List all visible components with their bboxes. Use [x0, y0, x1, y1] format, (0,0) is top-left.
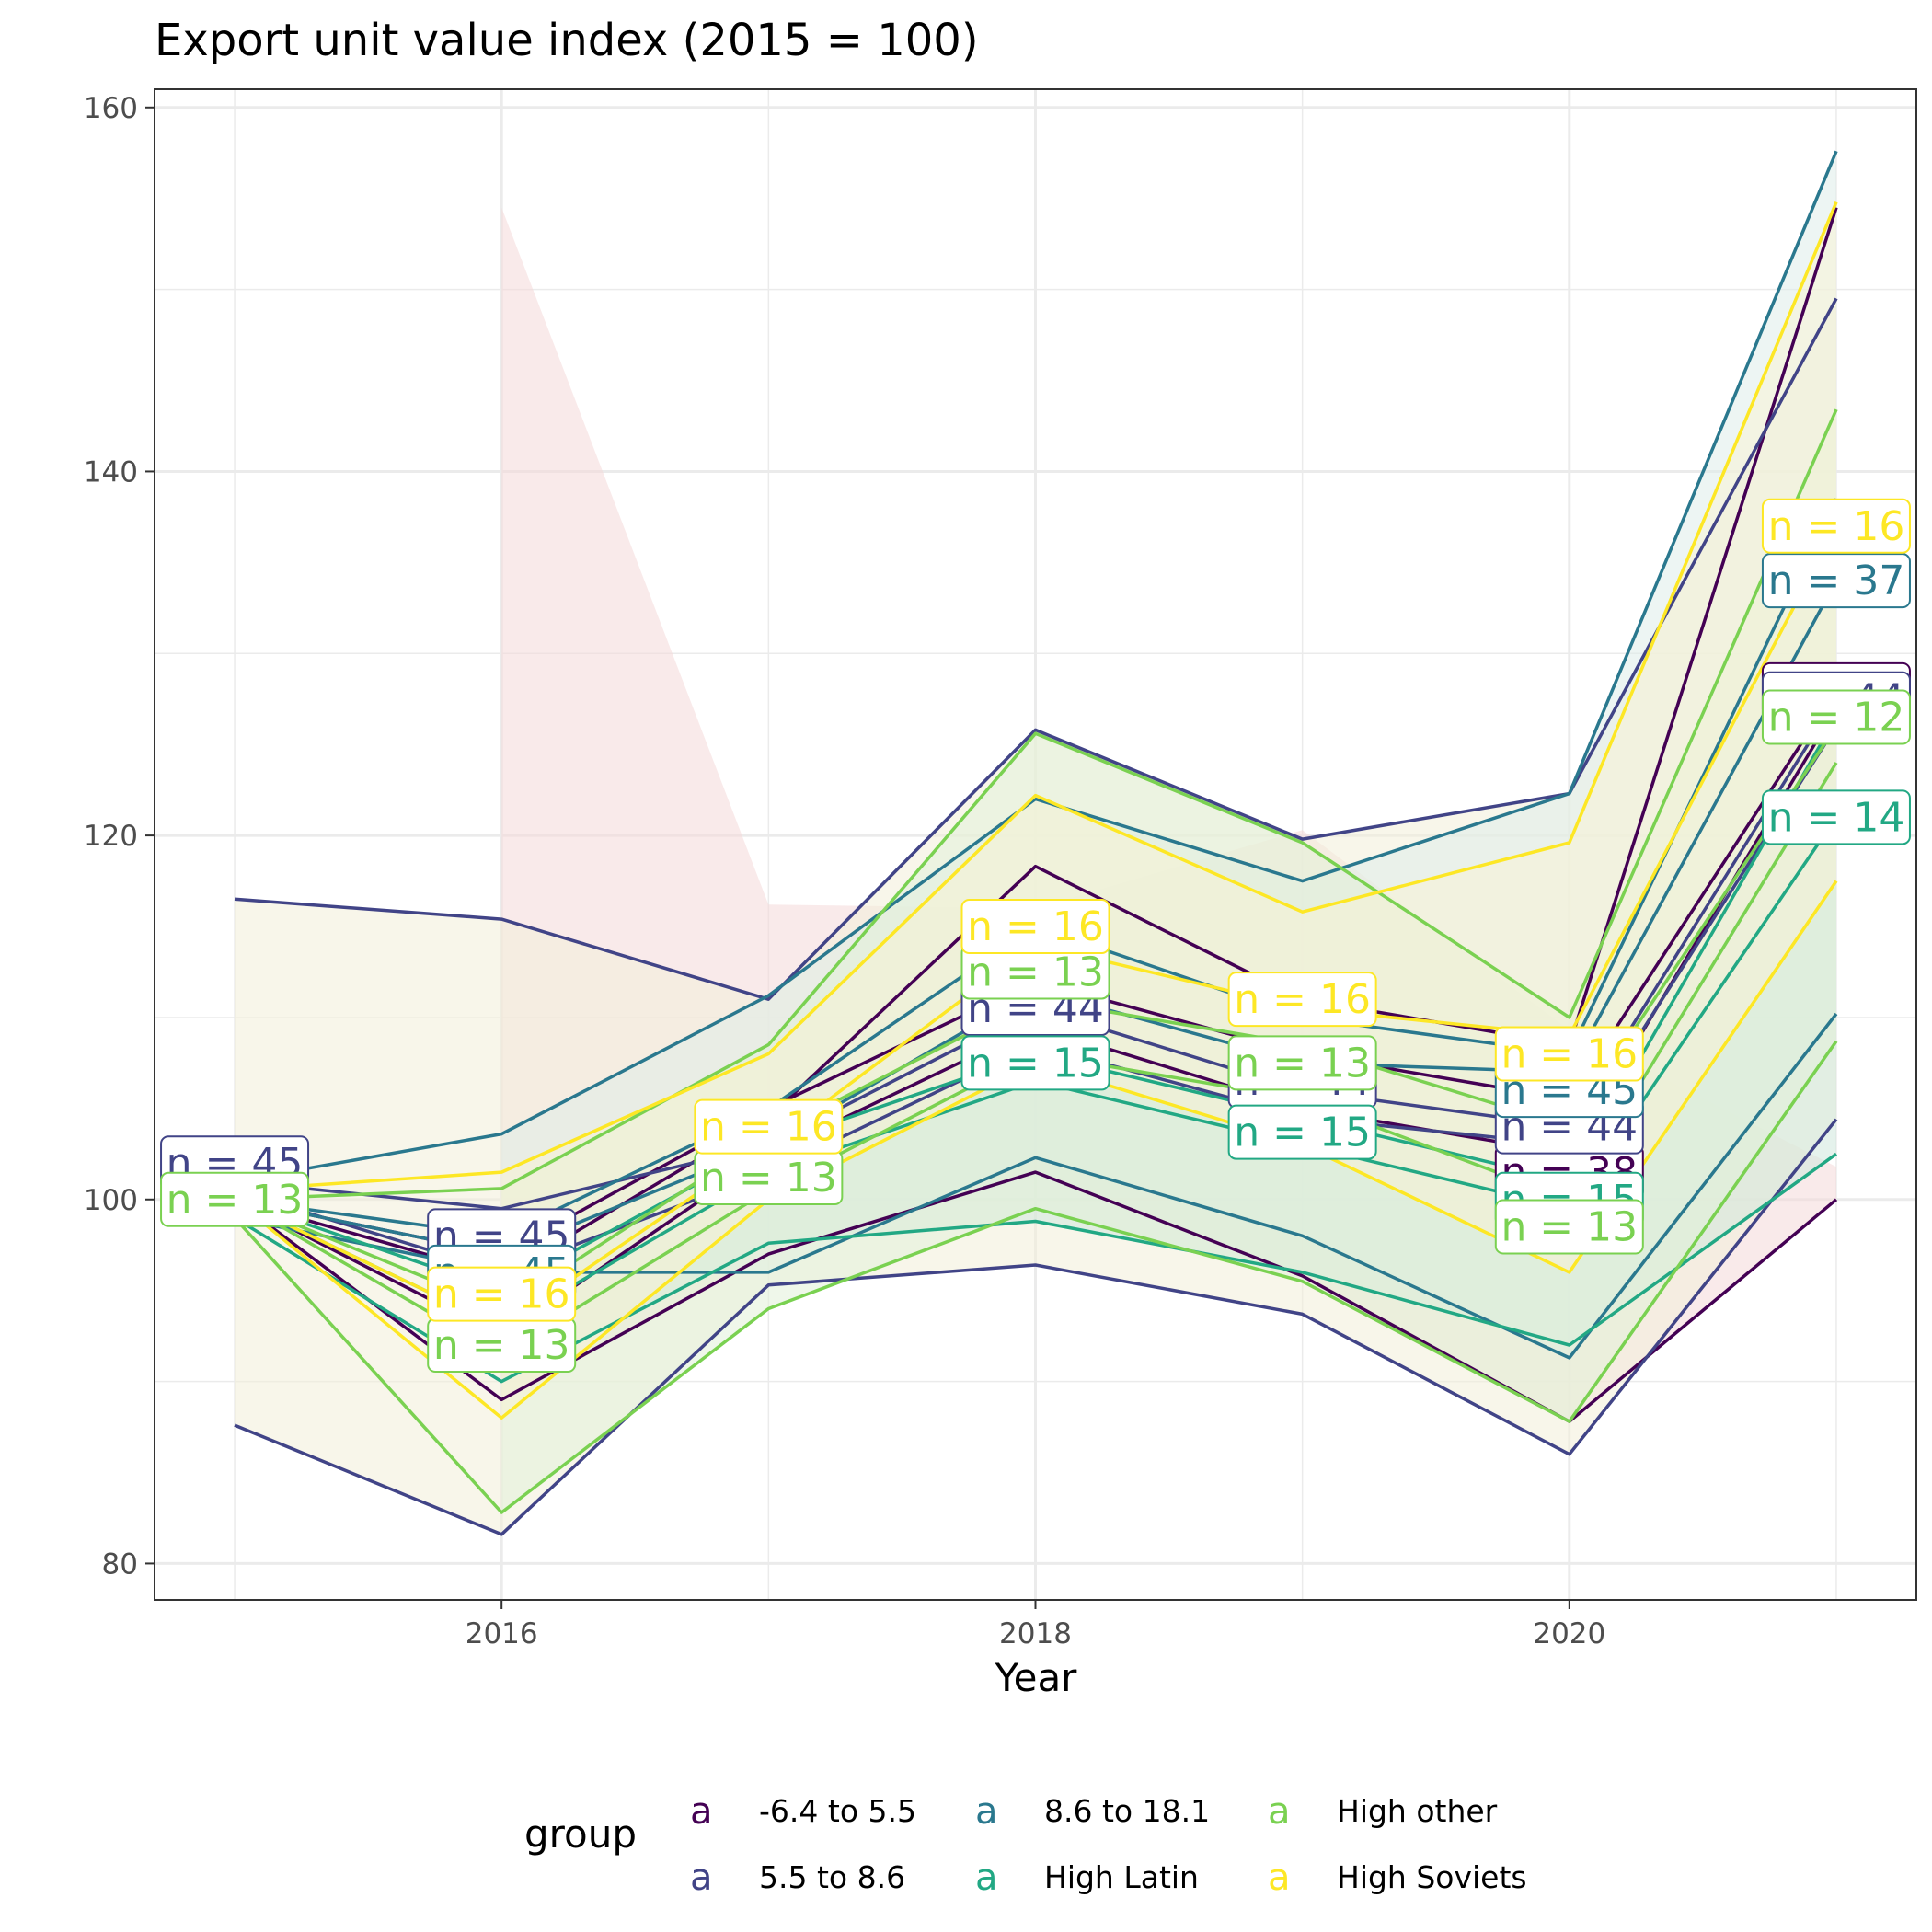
y-tick-label: 120	[84, 820, 138, 853]
count-label: n = 16	[427, 1266, 577, 1322]
series-line-High-other-3	[233, 1040, 1838, 1514]
legend-key-High-Soviets: a	[1268, 1857, 1291, 1899]
count-label-box	[1227, 972, 1377, 1028]
count-label-text: n = 13	[1501, 1203, 1638, 1250]
count-label-text: n = 16	[700, 1104, 837, 1151]
count-label-box	[1761, 689, 1911, 745]
x-tick-label: 2018	[999, 1617, 1072, 1650]
count-label-box	[1227, 1035, 1377, 1091]
y-tick-label: 160	[84, 92, 138, 125]
count-label-text: n = 13	[433, 1322, 570, 1369]
x-axis: 2016 2018 2020	[466, 1600, 1605, 1650]
legend-key--6.4-to-5.5: a	[690, 1790, 713, 1833]
series-line-High-Soviets-0	[234, 201, 1838, 1192]
count-label: n = 13	[694, 1150, 844, 1206]
legend-key-5.5-to-8.6: a	[690, 1857, 713, 1899]
count-label-box	[960, 899, 1110, 955]
count-label-box	[1761, 498, 1911, 554]
count-label-text: n = 37	[1768, 558, 1905, 604]
count-label: n = 16	[960, 899, 1110, 955]
count-label-text: n = 16	[1768, 503, 1905, 550]
count-label-box	[1761, 553, 1911, 609]
legend-label: 8.6 to 18.1	[1044, 1793, 1210, 1829]
count-label: n = 15	[1227, 1104, 1377, 1160]
count-labels: n = 38n = 38n = 45n = 45n = 44n = 44n = …	[160, 498, 1911, 1374]
series-line-8.6-to-18.1-0	[234, 150, 1838, 1183]
legend-label: -6.4 to 5.5	[759, 1793, 916, 1829]
legend-label: 5.5 to 8.6	[759, 1859, 905, 1895]
count-label-box	[1227, 1104, 1377, 1160]
count-label: n = 16	[1494, 1026, 1644, 1082]
y-tick-label: 80	[102, 1547, 138, 1581]
count-label-text: n = 14	[1768, 794, 1905, 841]
count-label: n = 13	[160, 1171, 310, 1227]
count-label-text: n = 13	[1234, 1040, 1371, 1087]
y-tick-label: 100	[84, 1184, 138, 1217]
count-label-text: n = 16	[1501, 1031, 1638, 1078]
x-tick-label: 2020	[1533, 1617, 1605, 1650]
count-label-box	[1761, 789, 1911, 845]
count-label-box	[160, 1171, 310, 1227]
x-tick-label: 2016	[466, 1617, 538, 1650]
count-label: n = 13	[1227, 1035, 1377, 1091]
count-label: n = 14	[1761, 789, 1911, 845]
series-line-5.5-to-8.6-3	[234, 1118, 1838, 1536]
legend-key-High-other: a	[1268, 1790, 1291, 1833]
count-label: n = 16	[694, 1098, 844, 1155]
count-label: n = 37	[1761, 553, 1911, 609]
legend-key-High-Latin: a	[975, 1857, 998, 1899]
legend-title: group	[524, 1811, 637, 1857]
count-label-text: n = 13	[167, 1177, 304, 1224]
chart-title: Export unit value index (2015 = 100)	[155, 15, 979, 66]
count-label-box	[427, 1266, 577, 1322]
count-label-text: n = 16	[1234, 976, 1371, 1023]
count-label-box	[694, 1098, 844, 1155]
count-label-text: n = 15	[1234, 1110, 1371, 1156]
x-axis-title: Year	[995, 1655, 1078, 1700]
count-label: n = 13	[1494, 1199, 1644, 1255]
count-label: n = 16	[1761, 498, 1911, 554]
count-label: n = 13	[427, 1317, 577, 1374]
legend-label: High other	[1337, 1793, 1498, 1829]
count-label-text: n = 16	[967, 903, 1104, 950]
count-label-text: n = 16	[433, 1271, 570, 1318]
count-label-text: n = 12	[1768, 695, 1905, 742]
count-label-text: n = 15	[967, 1040, 1104, 1087]
count-label: n = 13	[960, 944, 1110, 1000]
count-label: n = 15	[960, 1035, 1110, 1091]
legend-label: High Latin	[1044, 1859, 1199, 1895]
legend-label: High Soviets	[1337, 1859, 1527, 1895]
legend-key-8.6-to-18.1: a	[975, 1790, 998, 1833]
y-tick-label: 140	[84, 455, 138, 489]
count-label-text: n = 13	[700, 1155, 837, 1202]
count-label-box	[1494, 1026, 1644, 1082]
y-axis: 80 100 120 140 160	[84, 92, 155, 1581]
count-label-box	[1494, 1199, 1644, 1255]
count-label: n = 12	[1761, 689, 1911, 745]
series-line-High-Latin-2	[234, 1152, 1838, 1384]
series-line-High-other-0	[234, 408, 1838, 1202]
count-label-box	[960, 1035, 1110, 1091]
legend: group a -6.4 to 5.5 a 5.5 to 8.6 a 8.6 to 18.…	[524, 1790, 1527, 1899]
count-label: n = 16	[1227, 972, 1377, 1028]
count-label-text: n = 13	[967, 949, 1104, 995]
